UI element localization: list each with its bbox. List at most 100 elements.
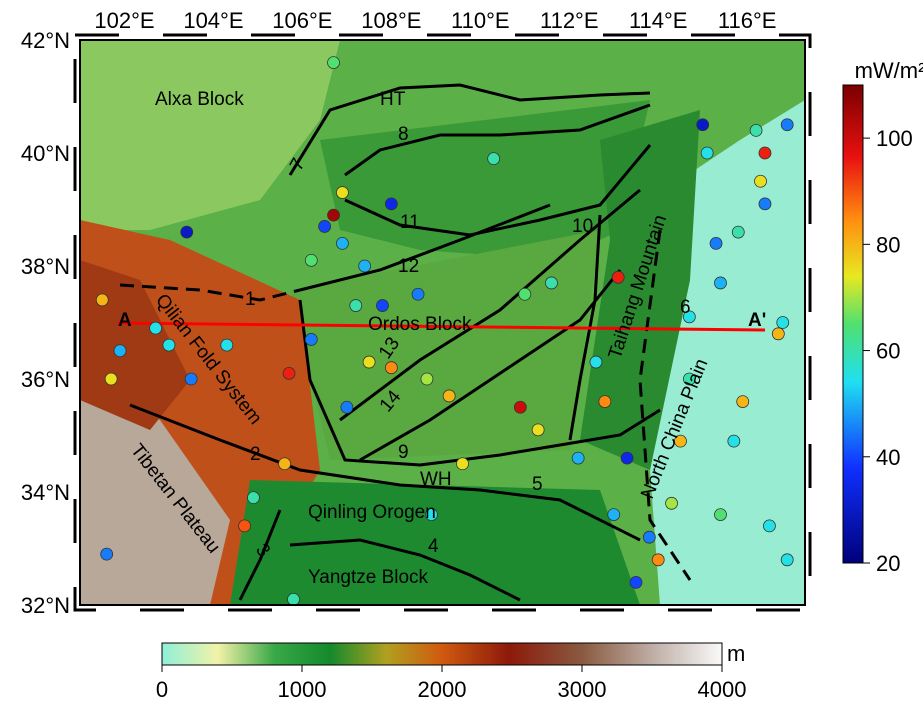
- lon-tick-label: 112°E: [540, 8, 599, 33]
- heat-flow-point: [442, 389, 456, 403]
- heat-flow-point: [362, 355, 376, 369]
- heat-flow-point: [149, 321, 163, 335]
- heat-flow-point: [456, 457, 469, 471]
- heat-flow-point: [184, 372, 198, 386]
- map-label: 6: [680, 297, 691, 318]
- heat-flow-points: [95, 56, 794, 606]
- heat-flow-point: [771, 327, 785, 341]
- heat-flow-point: [420, 372, 434, 386]
- heat-flow-point: [384, 197, 398, 211]
- heat-flow-point: [376, 299, 389, 312]
- elevation-unit: m: [727, 641, 745, 666]
- heat-flow-point: [336, 186, 349, 199]
- heat-flow-point: [340, 400, 354, 414]
- lat-tick-label: 38°N: [21, 254, 70, 279]
- map-label: WH: [420, 469, 452, 490]
- map-frame: [73, 33, 812, 612]
- heat-flow-point: [642, 530, 656, 544]
- heat-flow-point: [758, 146, 772, 160]
- colorbar-tick-label: 0: [156, 677, 168, 702]
- colorbar-tick-label: 80: [876, 232, 900, 257]
- colorbar-tick-label: 100: [876, 126, 913, 151]
- heat-flow-point: [709, 236, 723, 250]
- lat-tick-label: 32°N: [21, 593, 70, 618]
- heat-flow-point: [696, 118, 710, 132]
- heat-flow-point: [754, 174, 767, 188]
- heat-flow-point: [162, 338, 176, 352]
- heat-flow-point: [113, 344, 127, 358]
- colorbar-tick-label: 20: [876, 551, 900, 576]
- heat-flow-point: [758, 197, 772, 211]
- map-label: A': [748, 310, 766, 331]
- heat-flow-point: [682, 310, 696, 324]
- heat-flow-point: [736, 395, 750, 409]
- heat-flow-point: [682, 372, 696, 386]
- heat-flow-point: [731, 225, 745, 239]
- lon-tick-label: 116°E: [718, 8, 777, 33]
- heat-flow-point: [104, 372, 118, 386]
- heat-flow-colorbar: [842, 84, 864, 564]
- map-label: 5: [532, 474, 543, 495]
- heat-flow-point: [571, 451, 585, 465]
- heat-flow-point: [763, 519, 776, 533]
- map-label: Qinling Orogen: [308, 502, 436, 523]
- map-label: 10: [572, 216, 593, 237]
- lon-tick-label: 110°E: [451, 8, 510, 33]
- map-label: HT: [380, 89, 406, 110]
- colorbar-tick-label: 60: [876, 339, 900, 364]
- heat-flow-point: [180, 225, 194, 239]
- colorbar-tick-label: 3000: [558, 677, 607, 702]
- heat-flow-point: [545, 276, 558, 290]
- heat-flow-point: [278, 457, 292, 471]
- map-label: 11: [400, 212, 420, 233]
- heat-flow-point: [384, 361, 398, 375]
- heat-flow-point: [727, 434, 741, 448]
- heat-flow-point: [651, 553, 665, 567]
- heat-flow-point: [220, 338, 234, 352]
- map-label: Yangtze Block: [308, 567, 429, 588]
- map-label: 12: [398, 256, 419, 277]
- map-label: A: [118, 310, 132, 331]
- heat-flow-point: [487, 152, 501, 166]
- elevation-colorbar: [161, 642, 723, 666]
- lon-tick-label: 106°E: [272, 8, 332, 33]
- heat-flow-unit: mW/m²: [855, 58, 923, 83]
- heat-flow-point: [700, 146, 714, 160]
- map-label: 4: [428, 536, 439, 557]
- lat-tick-label: 34°N: [21, 480, 70, 505]
- heat-flow-point: [674, 434, 687, 448]
- heat-flow-point: [780, 118, 794, 132]
- lon-tick-label: 102°E: [94, 8, 154, 33]
- heat-flow-point: [282, 366, 296, 380]
- heat-flow-point: [749, 123, 763, 137]
- colorbar-tick-label: 2000: [418, 677, 467, 702]
- heat-flow-point: [247, 491, 260, 505]
- heat-flow-point: [95, 293, 109, 307]
- heat-flow-point: [238, 519, 251, 533]
- heat-flow-point: [714, 276, 727, 290]
- lon-tick-label: 108°E: [361, 8, 421, 33]
- heat-flow-point: [287, 592, 300, 606]
- lat-tick-label: 40°N: [21, 141, 70, 166]
- map-label: 9: [398, 442, 409, 463]
- lat-tick-label: 42°N: [21, 28, 70, 53]
- heat-flow-point: [513, 400, 527, 414]
- heat-flow-point: [327, 56, 340, 69]
- map-label: Alxa Block: [155, 89, 244, 110]
- heat-flow-point: [531, 423, 545, 437]
- heat-flow-point: [358, 259, 372, 273]
- heat-flow-point: [304, 333, 318, 346]
- heat-flow-point: [336, 236, 349, 250]
- heat-flow-point: [100, 547, 114, 561]
- heat-flow-point: [411, 287, 425, 301]
- map-label: 8: [398, 124, 409, 145]
- heat-flow-point: [607, 508, 621, 521]
- heat-flow-point: [629, 576, 643, 589]
- heat-flow-point: [598, 395, 612, 409]
- heat-flow-point: [665, 496, 678, 510]
- heat-flow-point: [304, 253, 318, 267]
- map-label: 2: [250, 444, 261, 465]
- heat-flow-point: [589, 355, 603, 369]
- colorbar-tick-label: 40: [876, 445, 900, 470]
